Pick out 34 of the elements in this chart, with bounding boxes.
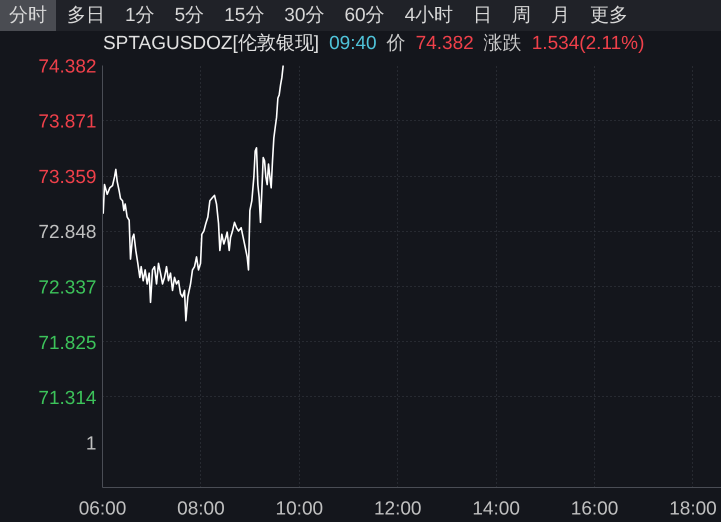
x-tick-label: 12:00 (374, 498, 422, 520)
text: 1 (86, 434, 97, 454)
x-tick-label: 18:00 (669, 498, 717, 520)
text: 周 (511, 4, 532, 28)
y-tick-label: 71.825 (38, 332, 97, 354)
text: 月 (550, 4, 572, 28)
y-tick-label: 74.382 (38, 56, 97, 78)
x-tick-label: 06:00 (78, 498, 126, 520)
text: 60分 (343, 4, 386, 28)
y-tick-label: 72.848 (38, 222, 97, 244)
chart-title: SPTAGUSDOZ[伦敦银现] (103, 33, 320, 54)
x-tick-label: 10:00 (276, 498, 324, 520)
text: 多日 (66, 4, 106, 28)
text: 15分 (223, 4, 266, 28)
line-series (102, 66, 284, 322)
x-tick-label: 08:00 (177, 498, 225, 520)
text: 涨跌 (484, 33, 522, 54)
text: 1分 (124, 4, 156, 28)
text: 分时 (0, 0, 56, 31)
x-tick-label: 16:00 (570, 498, 618, 520)
text: 价 (386, 33, 406, 54)
text: 4小时 (404, 4, 454, 28)
text: 74.382 (416, 33, 474, 54)
y-tick-label: 73.871 (38, 112, 97, 133)
text: 5分 (174, 4, 206, 28)
y-tick-label: 73.359 (38, 167, 97, 188)
text: 更多 (589, 4, 630, 28)
y-tick-label: 71.314 (38, 388, 97, 409)
text: 30分 (283, 4, 326, 28)
text: 1.534(2.11%) (532, 33, 644, 54)
text: 09:40 (329, 33, 377, 54)
x-tick-label: 14:00 (472, 498, 520, 520)
y-tick-label: 72.337 (38, 277, 97, 298)
text: 日 (472, 4, 494, 28)
